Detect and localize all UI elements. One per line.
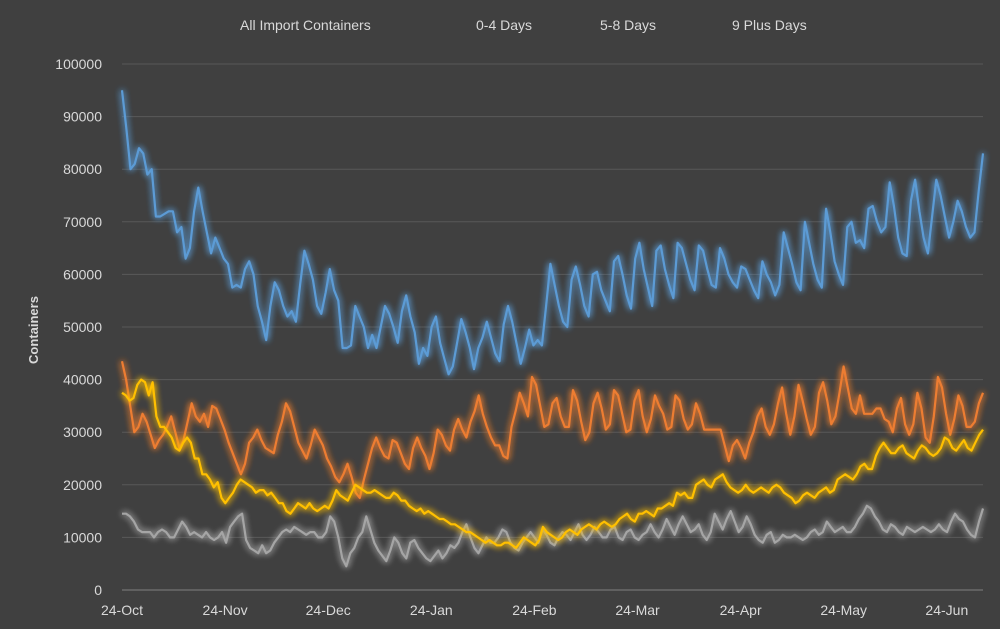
series-line-9-plus-days xyxy=(121,378,984,550)
x-tick-label: 24-Dec xyxy=(306,602,351,618)
y-tick-label: 0 xyxy=(94,582,102,598)
legend-label: 9 Plus Days xyxy=(732,17,807,33)
legend-item: 9 Plus Days xyxy=(688,17,807,33)
x-tick-label: 24-Apr xyxy=(720,602,762,618)
legend-label: 5-8 Days xyxy=(600,17,656,33)
y-tick-label: 50000 xyxy=(63,319,102,335)
x-tick-label: 24-Jan xyxy=(410,602,453,618)
x-tick-label: 24-Nov xyxy=(203,602,248,618)
series-line-5-8-days xyxy=(122,504,985,568)
y-tick-label: 100000 xyxy=(55,56,102,72)
series-lines xyxy=(120,90,985,568)
legend-item: 5-8 Days xyxy=(556,17,656,33)
y-axis: 0 10000 20000 30000 40000 50000 60000 70000 8000… xyxy=(55,56,102,598)
y-axis-title: Containers xyxy=(26,296,41,364)
x-tick-label: 24-Mar xyxy=(615,602,660,618)
x-tick-label: 24-Feb xyxy=(512,602,557,618)
legend-label: 0-4 Days xyxy=(476,17,532,33)
x-axis: 24-Oct 24-Nov 24-Dec 24-Jan 24-Feb 24-Mar 24-A… xyxy=(101,602,968,618)
y-tick-label: 20000 xyxy=(63,477,102,493)
legend-item: All Import Containers xyxy=(196,17,371,33)
y-tick-label: 60000 xyxy=(63,266,102,282)
series-path xyxy=(120,360,985,499)
legend: All Import Containers 0-4 Days 5-8 Days 9 P… xyxy=(196,17,807,33)
y-tick-label: 10000 xyxy=(63,529,102,545)
legend-label: All Import Containers xyxy=(240,17,371,33)
y-tick-label: 40000 xyxy=(63,372,102,388)
y-tick-label: 90000 xyxy=(63,109,102,125)
x-tick-label: 24-Jun xyxy=(925,602,968,618)
series-path xyxy=(121,378,984,550)
series-line-0-4-days xyxy=(120,360,985,499)
series-line-all-import-containers xyxy=(120,90,985,376)
series-path xyxy=(120,90,985,376)
legend-item: 0-4 Days xyxy=(432,17,532,33)
gridlines xyxy=(122,63,983,591)
x-tick-label: 24-Oct xyxy=(101,602,143,618)
y-tick-label: 70000 xyxy=(63,214,102,230)
series-path xyxy=(122,504,985,568)
y-tick-label: 30000 xyxy=(63,424,102,440)
x-tick-label: 24-May xyxy=(820,602,867,618)
y-tick-label: 80000 xyxy=(63,161,102,177)
